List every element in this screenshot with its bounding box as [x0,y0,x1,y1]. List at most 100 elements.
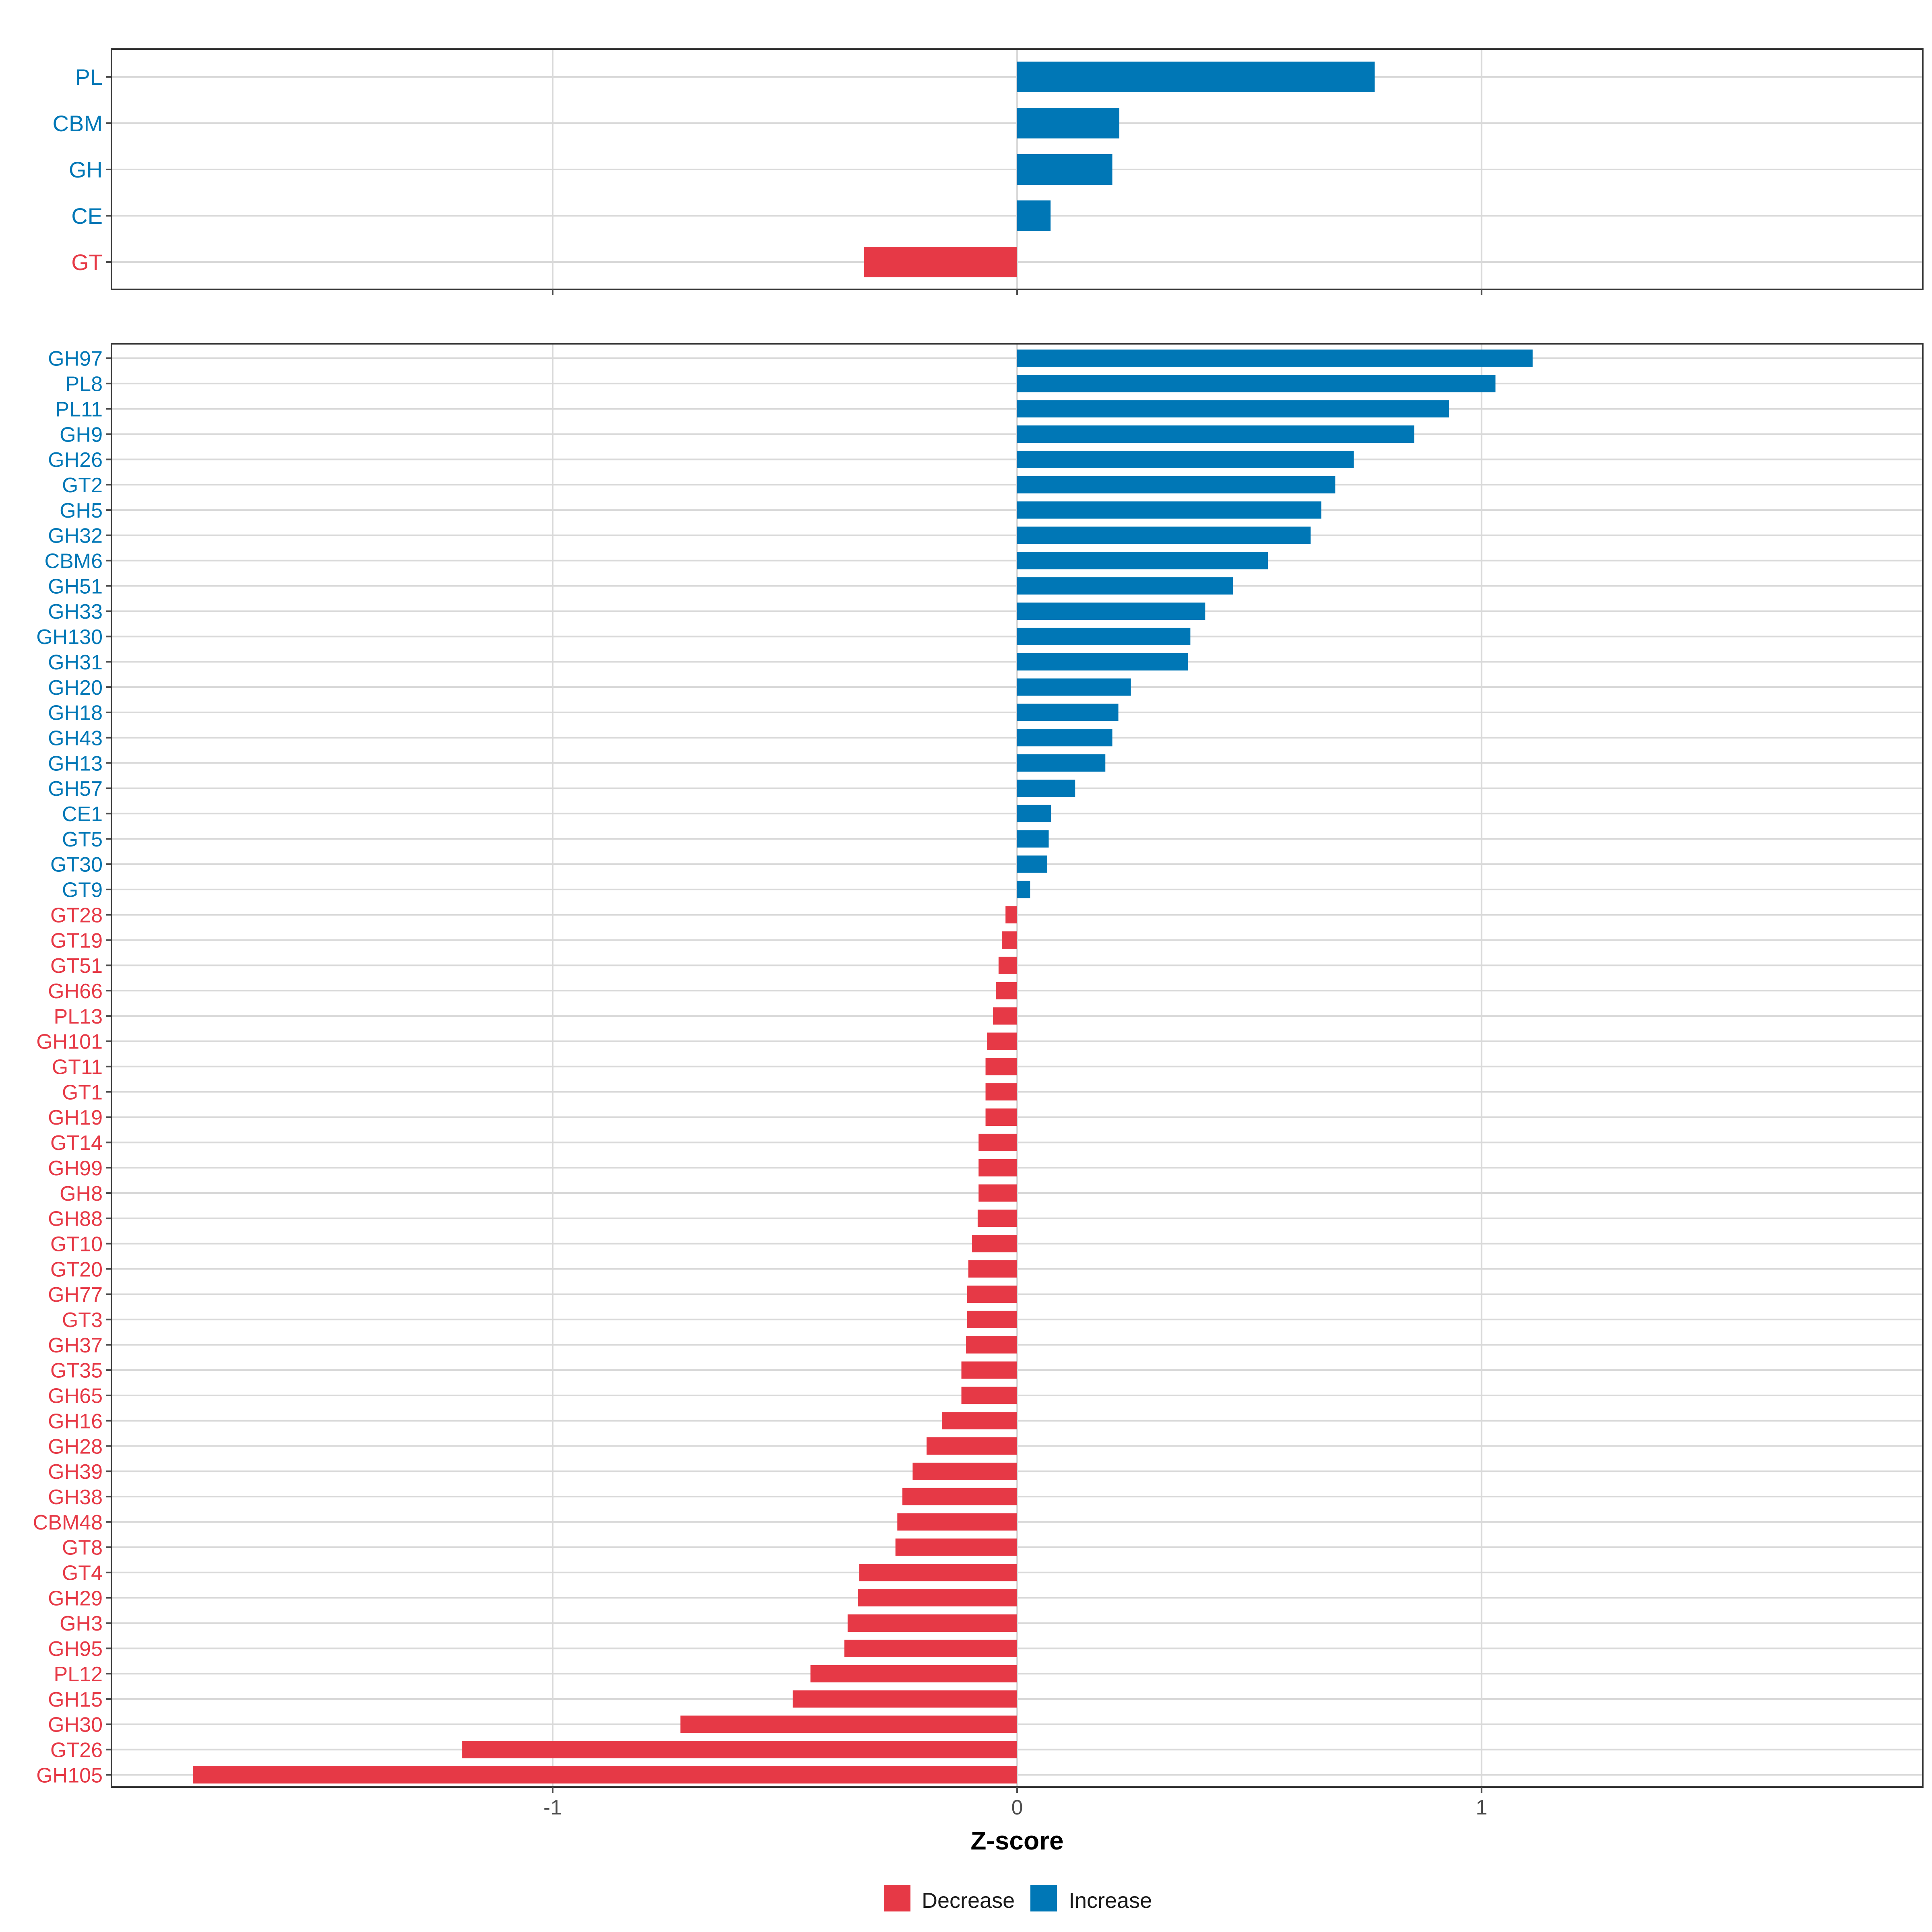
category-label-gt4: GT4 [62,1562,103,1585]
bar-gt8 [895,1538,1017,1556]
legend: Decrease Increase [884,1885,1152,1913]
bar-gh97 [1017,349,1533,367]
category-label-gt26: GT26 [50,1738,103,1762]
category-label-pl12: PL12 [54,1663,103,1686]
category-label-pl11: PL11 [55,398,103,421]
category-label-gh51: GH51 [48,575,103,598]
category-label-gt5: GT5 [62,828,103,851]
category-label-gt14: GT14 [50,1131,103,1155]
category-label-gh43: GH43 [48,727,103,750]
bar-gt51 [998,956,1017,974]
category-label-gt35: GT35 [50,1359,103,1383]
category-label-gh18: GH18 [48,702,103,725]
legend-swatch-decrease [884,1885,910,1911]
bar-pl12 [810,1665,1017,1682]
bar-gt [864,247,1017,277]
category-label-pl8: PL8 [65,373,103,396]
category-label-gh77: GH77 [48,1283,103,1307]
bar-gh20 [1017,678,1131,696]
legend-label-increase: Increase [1069,1889,1152,1913]
bar-pl8 [1017,375,1496,392]
bar-gh18 [1017,704,1119,721]
bar-gh95 [844,1639,1017,1657]
category-label-gt19: GT19 [50,929,103,952]
bar-cbm48 [897,1513,1017,1531]
bar-gh66 [996,982,1017,999]
bar-gh65 [961,1387,1017,1404]
bar-gt26 [462,1741,1017,1759]
bar-gh19 [985,1108,1017,1126]
bar-gh31 [1017,653,1188,671]
legend-swatch-increase [1030,1885,1057,1911]
category-label-gh101: GH101 [36,1030,103,1054]
category-label-gt3: GT3 [62,1309,103,1332]
bar-ce [1017,200,1051,231]
category-label-gh39: GH39 [48,1460,103,1484]
bar-gt3 [967,1311,1017,1328]
bar-ce1 [1017,805,1051,822]
bar-cbm [1017,108,1119,138]
x-tick-label: 1 [1476,1796,1487,1819]
bar-gh5 [1017,501,1321,519]
bar-gh51 [1017,577,1233,595]
bar-gh8 [978,1184,1017,1202]
bar-pl [1017,62,1375,92]
bar-gh101 [987,1032,1017,1050]
bar-gh39 [912,1462,1017,1480]
bar-gh33 [1017,603,1205,620]
category-label-gh28: GH28 [48,1435,103,1458]
category-label-gh88: GH88 [48,1208,103,1231]
bar-gh88 [977,1210,1017,1227]
category-label-gh130: GH130 [36,625,103,649]
bar-gt10 [972,1235,1017,1253]
bar-gt11 [985,1058,1017,1075]
category-label-gh99: GH99 [48,1157,103,1180]
bar-gt20 [968,1260,1017,1278]
bar-gh77 [967,1285,1017,1303]
legend-label-decrease: Decrease [922,1889,1015,1913]
category-label-gt51: GT51 [50,954,103,978]
bar-gh [1017,154,1113,185]
category-label-gh38: GH38 [48,1486,103,1509]
bar-gh37 [966,1336,1017,1354]
bar-gt28 [1005,906,1017,924]
bar-gh28 [927,1437,1017,1455]
x-axis-title: Z-score [970,1826,1063,1855]
category-label-ce1: CE1 [62,803,103,826]
bar-gh57 [1017,779,1075,797]
bar-gt30 [1017,855,1047,873]
bar-pl11 [1017,400,1449,418]
bar-gh9 [1017,425,1414,443]
bar-gt1 [985,1083,1017,1101]
category-label-gh65: GH65 [48,1385,103,1408]
bar-gt5 [1017,830,1049,848]
category-label-gh26: GH26 [48,448,103,472]
category-label-gh: GH [69,157,103,182]
category-label-gt1: GT1 [62,1081,103,1104]
x-tick-label: -1 [543,1796,562,1819]
category-label-cbm48: CBM48 [33,1511,103,1534]
bar-cbm6 [1017,552,1268,570]
category-label-gh95: GH95 [48,1637,103,1661]
bar-gt19 [1001,931,1017,949]
category-label-gt2: GT2 [62,474,103,497]
category-label-gh37: GH37 [48,1334,103,1357]
bar-pl13 [993,1007,1017,1025]
category-label-gh66: GH66 [48,980,103,1003]
family-level-panel: GH97PL8PL11GH9GH26GT2GH5GH32CBM6GH51GH33… [33,343,1924,1819]
category-label-gh105: GH105 [36,1764,103,1787]
bar-gh16 [942,1412,1017,1430]
bar-gh15 [793,1690,1017,1708]
category-label-gh29: GH29 [48,1587,103,1610]
bar-gh99 [978,1159,1017,1177]
category-label-gh33: GH33 [48,600,103,623]
bar-gt35 [961,1361,1017,1379]
category-label-gh19: GH19 [48,1106,103,1129]
x-tick-label: 0 [1011,1796,1023,1819]
bar-gh29 [858,1589,1017,1607]
category-label-ce: CE [71,203,103,229]
bar-gh30 [680,1715,1017,1733]
category-label-gh13: GH13 [48,752,103,775]
category-label-gh57: GH57 [48,777,103,801]
